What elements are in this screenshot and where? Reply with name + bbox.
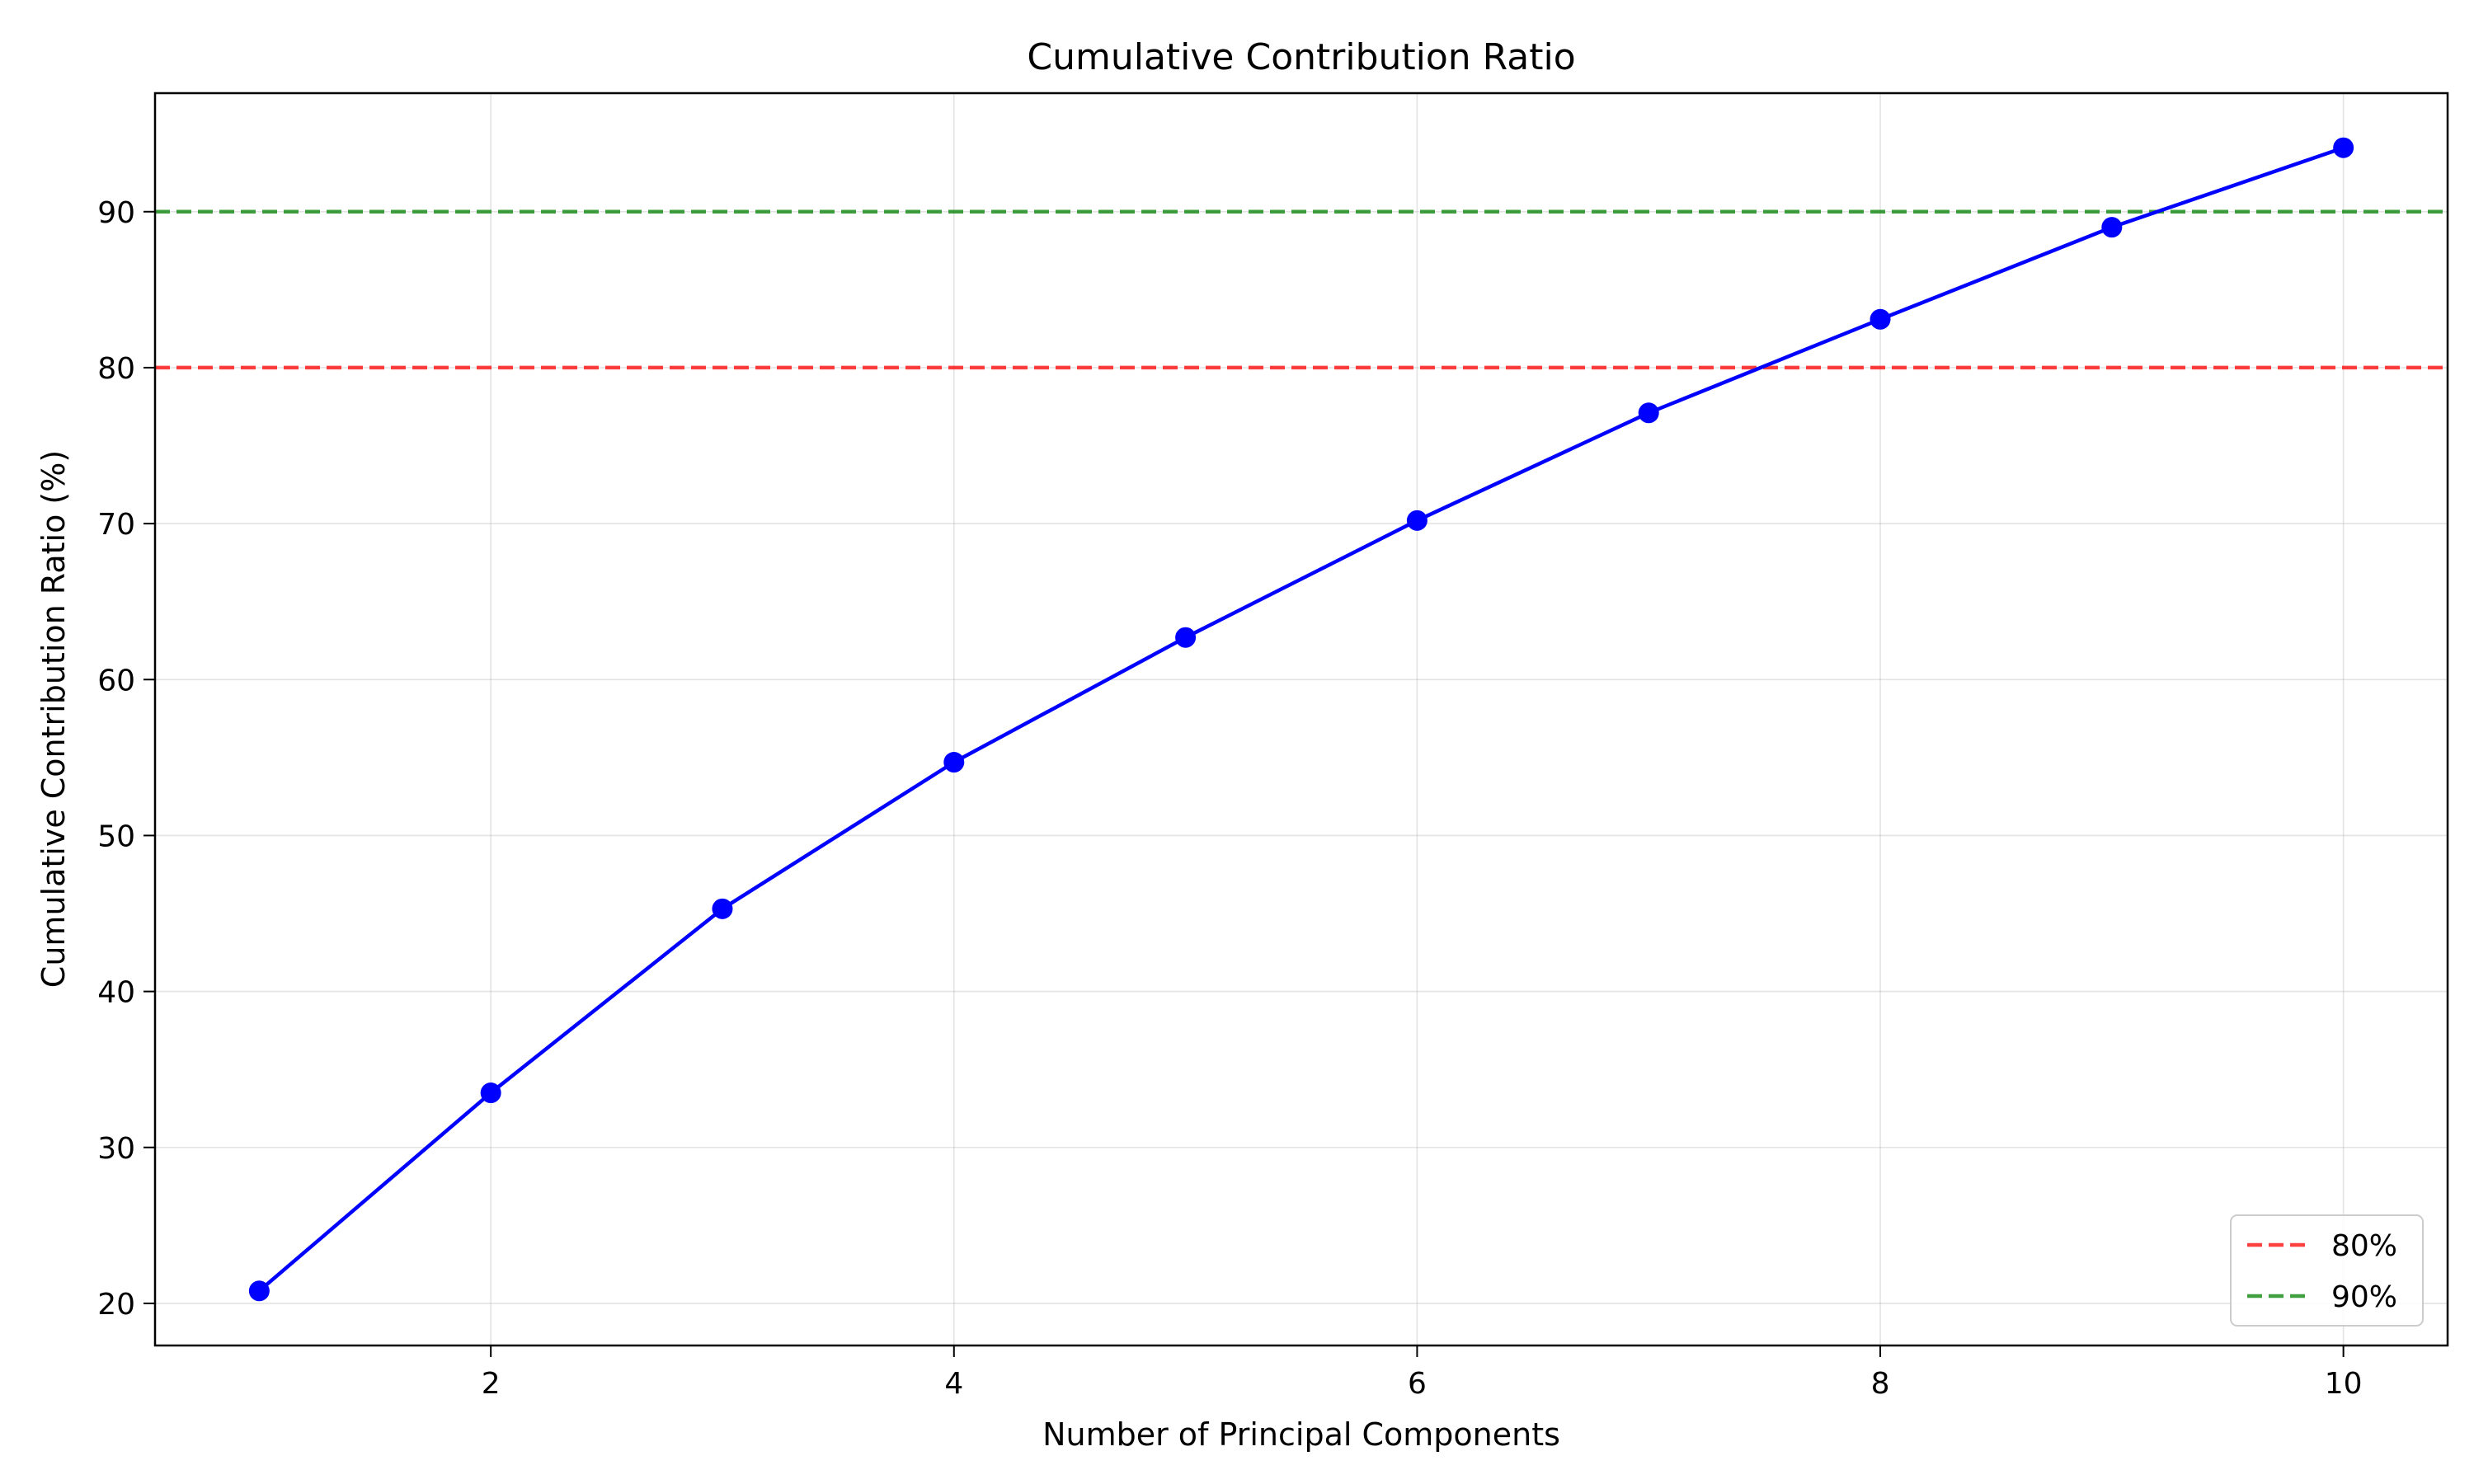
- y-tick-label: 80: [97, 352, 135, 386]
- x-tick-label: 8: [1871, 1367, 1890, 1401]
- series-layer: [248, 137, 2354, 1302]
- y-tick-label: 40: [97, 976, 135, 1010]
- y-tick-label: 60: [97, 664, 135, 697]
- data-point-5: [1175, 627, 1197, 648]
- legend-box: [2230, 1214, 2424, 1327]
- data-point-3: [712, 898, 733, 919]
- y-tick-label: 50: [97, 819, 135, 853]
- data-point-7: [1638, 402, 1659, 424]
- tick-layer: 2 4 6 8 10 20 30 40 50 60 70 80 90: [97, 196, 2362, 1401]
- data-point-9: [2101, 217, 2123, 238]
- data-point-6: [1406, 510, 1427, 531]
- data-point-4: [943, 752, 965, 773]
- legend: 80% 90%: [2230, 1214, 2424, 1327]
- x-tick-label: 2: [482, 1367, 501, 1401]
- y-axis-label: Cumulative Contribution Ratio (%): [35, 450, 72, 988]
- y-tick-label: 20: [97, 1288, 135, 1322]
- series-line: [257, 146, 2345, 1293]
- chart-title: Cumulative Contribution Ratio: [1027, 36, 1575, 78]
- reference-lines-layer: [155, 209, 2448, 370]
- data-point-2: [480, 1082, 501, 1104]
- plot-frame: [153, 92, 2449, 1347]
- data-point-1: [248, 1280, 270, 1302]
- grid-layer: [155, 93, 2448, 1345]
- y-tick-label: 70: [97, 508, 135, 542]
- x-tick-label: 4: [944, 1367, 963, 1401]
- x-tick-label: 10: [2325, 1367, 2363, 1401]
- x-axis-label: Number of Principal Components: [1042, 1416, 1560, 1453]
- data-point-10: [2333, 137, 2354, 158]
- x-tick-label: 6: [1408, 1367, 1427, 1401]
- y-tick-label: 90: [97, 196, 135, 230]
- legend-label-90: 90%: [2331, 1280, 2397, 1314]
- legend-label-80: 80%: [2331, 1229, 2397, 1263]
- y-tick-label: 30: [97, 1132, 135, 1166]
- data-point-8: [1870, 308, 1891, 330]
